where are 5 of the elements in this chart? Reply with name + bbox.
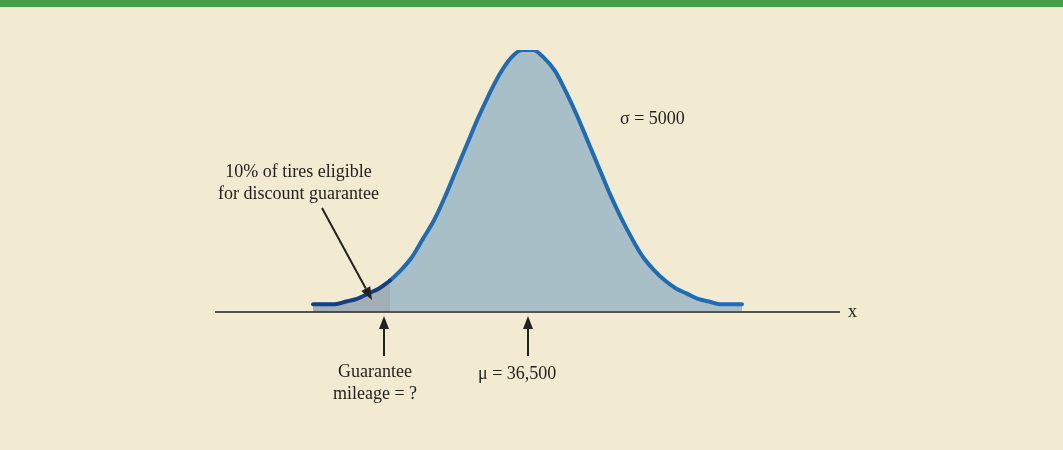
annotation: 10% of tires eligible for discount guarantee bbox=[218, 160, 379, 204]
text: x bbox=[848, 300, 857, 322]
text: Guarantee mileage = ? bbox=[333, 360, 418, 404]
text: μ = 36,500 bbox=[478, 362, 557, 384]
annotation: σ = 5000 bbox=[620, 107, 685, 129]
